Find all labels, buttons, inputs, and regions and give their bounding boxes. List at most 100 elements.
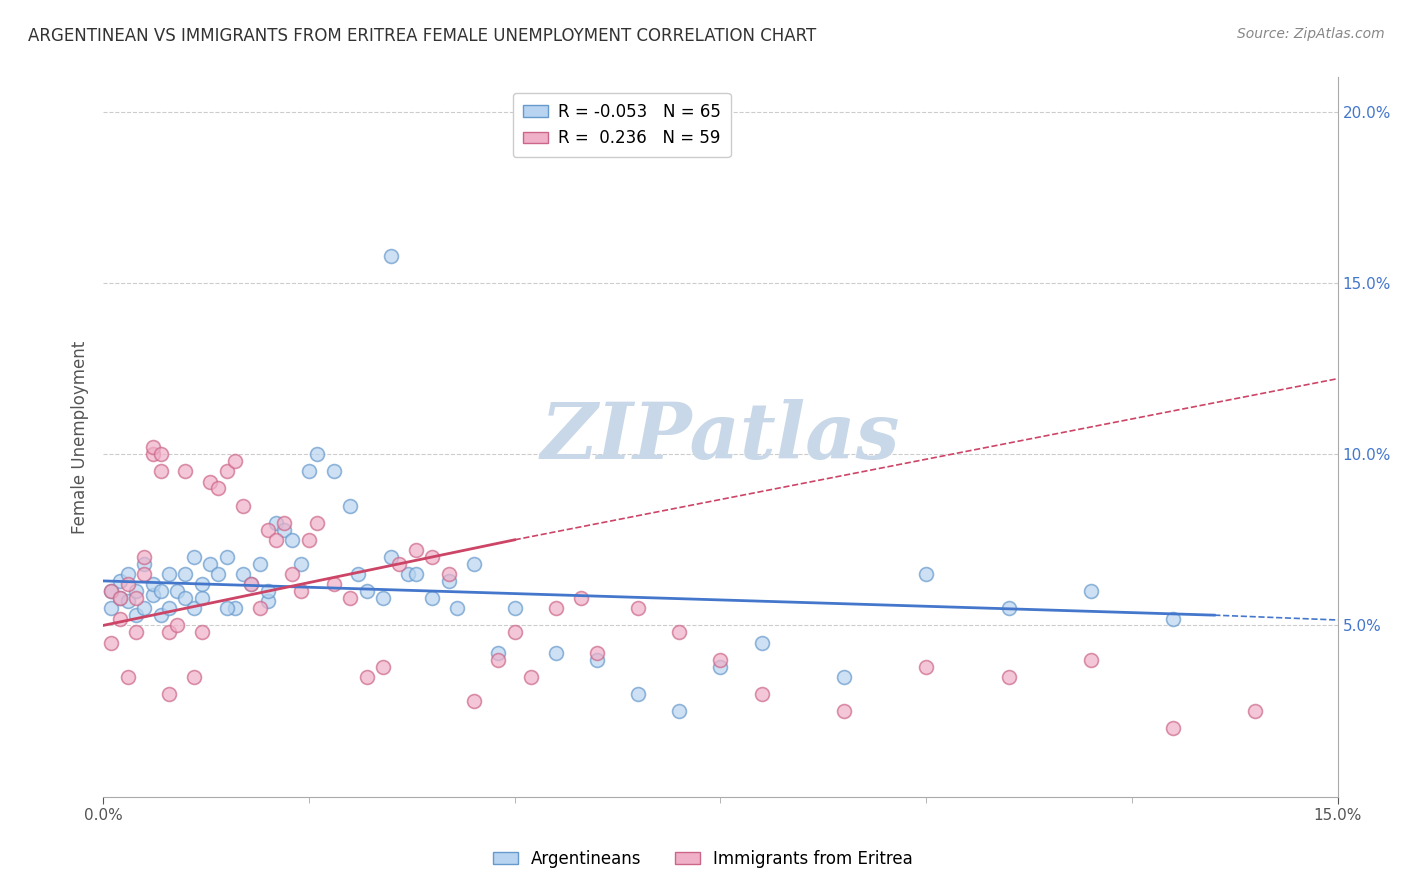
Point: [141, 577, 163, 591]
Point: [709, 659, 731, 673]
Point: [298, 464, 321, 478]
Point: [240, 577, 263, 591]
Point: [339, 591, 361, 605]
Point: [586, 653, 609, 667]
Point: [100, 584, 122, 599]
Point: [125, 608, 148, 623]
Point: [215, 464, 238, 478]
Point: [396, 567, 419, 582]
Point: [627, 687, 650, 701]
Point: [569, 591, 592, 605]
Point: [832, 704, 855, 718]
Point: [290, 557, 312, 571]
Point: [709, 653, 731, 667]
Point: [273, 516, 295, 530]
Point: [117, 594, 139, 608]
Point: [141, 447, 163, 461]
Point: [347, 567, 370, 582]
Point: [281, 567, 304, 582]
Point: [322, 577, 344, 591]
Point: [997, 670, 1019, 684]
Point: [273, 523, 295, 537]
Point: [224, 601, 246, 615]
Point: [356, 670, 378, 684]
Point: [1080, 653, 1102, 667]
Point: [183, 601, 205, 615]
Point: [100, 635, 122, 649]
Point: [832, 670, 855, 684]
Point: [751, 687, 773, 701]
Point: [422, 591, 444, 605]
Point: [1161, 611, 1184, 625]
Point: [751, 635, 773, 649]
Point: [191, 577, 214, 591]
Point: [256, 594, 278, 608]
Point: [174, 591, 197, 605]
Point: [198, 557, 221, 571]
Text: Source: ZipAtlas.com: Source: ZipAtlas.com: [1237, 27, 1385, 41]
Point: [183, 670, 205, 684]
Point: [149, 584, 172, 599]
Point: [117, 567, 139, 582]
Point: [281, 533, 304, 547]
Point: [100, 601, 122, 615]
Point: [134, 601, 156, 615]
Point: [463, 557, 485, 571]
Point: [371, 591, 394, 605]
Point: [1161, 721, 1184, 735]
Point: [915, 659, 938, 673]
Point: [174, 464, 197, 478]
Point: [149, 447, 172, 461]
Point: [503, 601, 526, 615]
Point: [503, 625, 526, 640]
Point: [290, 584, 312, 599]
Legend: Argentineans, Immigrants from Eritrea: Argentineans, Immigrants from Eritrea: [486, 844, 920, 875]
Point: [134, 557, 156, 571]
Point: [174, 567, 197, 582]
Point: [215, 549, 238, 564]
Point: [405, 567, 427, 582]
Point: [215, 601, 238, 615]
Point: [108, 591, 131, 605]
Point: [339, 499, 361, 513]
Point: [997, 601, 1019, 615]
Point: [157, 567, 180, 582]
Legend: R = -0.053   N = 65, R =  0.236   N = 59: R = -0.053 N = 65, R = 0.236 N = 59: [513, 93, 731, 157]
Point: [322, 464, 344, 478]
Point: [125, 625, 148, 640]
Point: [108, 591, 131, 605]
Point: [191, 625, 214, 640]
Point: [264, 516, 287, 530]
Point: [307, 447, 329, 461]
Point: [915, 567, 938, 582]
Point: [544, 601, 567, 615]
Point: [520, 670, 543, 684]
Point: [117, 670, 139, 684]
Point: [544, 646, 567, 660]
Point: [108, 574, 131, 588]
Point: [249, 557, 271, 571]
Point: [191, 591, 214, 605]
Point: [1244, 704, 1267, 718]
Point: [405, 543, 427, 558]
Point: [157, 687, 180, 701]
Point: [298, 533, 321, 547]
Point: [157, 601, 180, 615]
Point: [446, 601, 468, 615]
Point: [149, 608, 172, 623]
Point: [307, 516, 329, 530]
Point: [486, 653, 509, 667]
Point: [463, 694, 485, 708]
Point: [157, 625, 180, 640]
Point: [141, 440, 163, 454]
Text: ARGENTINEAN VS IMMIGRANTS FROM ERITREA FEMALE UNEMPLOYMENT CORRELATION CHART: ARGENTINEAN VS IMMIGRANTS FROM ERITREA F…: [28, 27, 817, 45]
Point: [166, 584, 188, 599]
Point: [380, 549, 402, 564]
Point: [125, 591, 148, 605]
Point: [183, 549, 205, 564]
Point: [249, 601, 271, 615]
Point: [166, 618, 188, 632]
Point: [100, 584, 122, 599]
Point: [232, 499, 254, 513]
Text: ZIPatlas: ZIPatlas: [541, 399, 900, 475]
